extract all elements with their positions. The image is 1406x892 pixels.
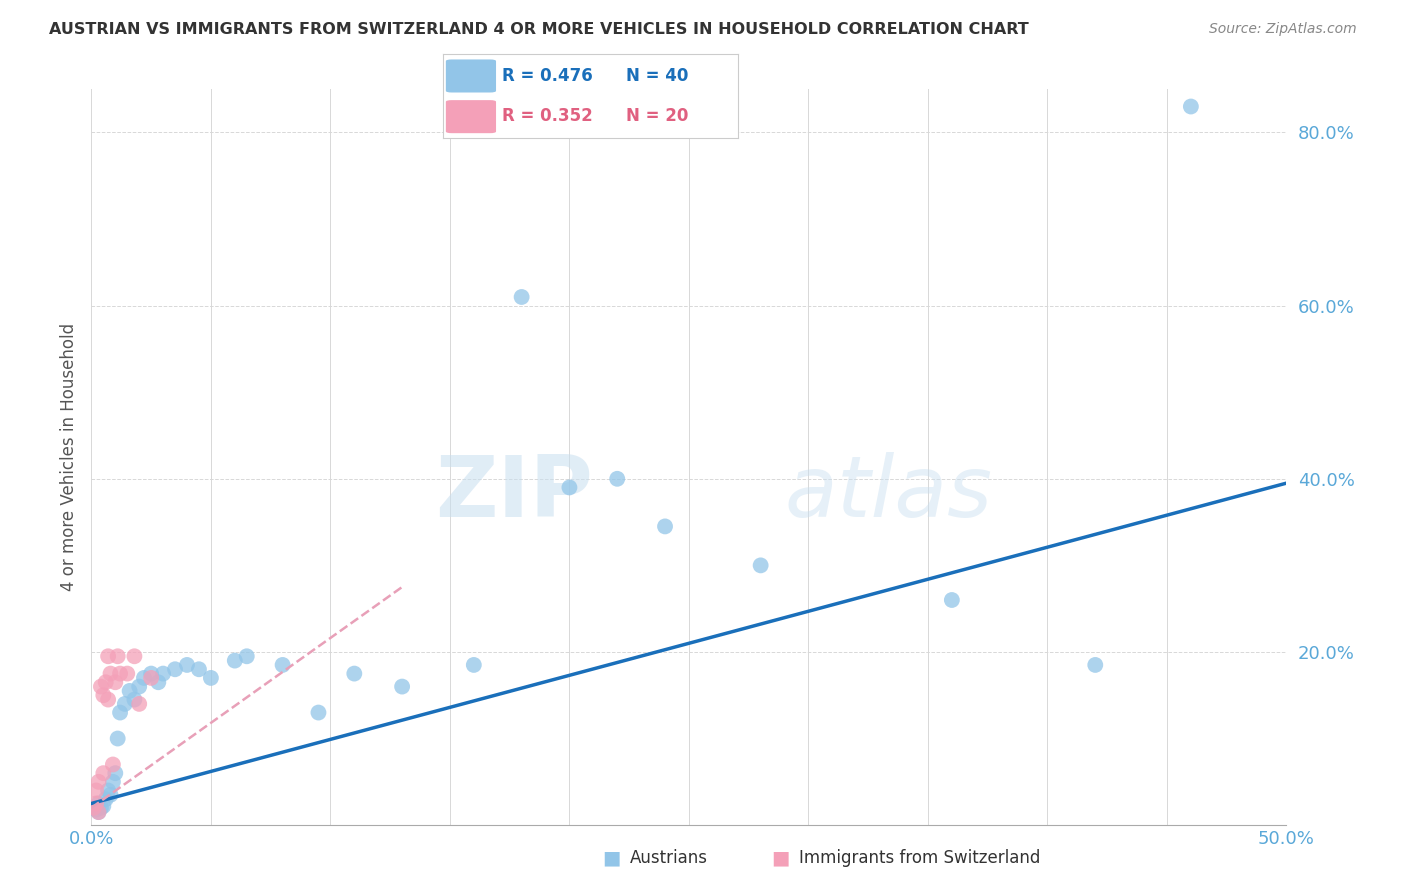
FancyBboxPatch shape: [446, 60, 496, 93]
Point: [87, 805, 110, 819]
Point: [97, 649, 120, 664]
Point: [104, 766, 127, 780]
Point: [749, 558, 772, 573]
Point: [93, 799, 114, 814]
Point: [118, 684, 141, 698]
Point: [93, 766, 114, 780]
Point: [235, 649, 259, 664]
Point: [101, 757, 124, 772]
Text: N = 20: N = 20: [626, 107, 689, 125]
Point: [93, 688, 114, 702]
Point: [132, 671, 155, 685]
Point: [124, 649, 146, 664]
Point: [83, 801, 105, 815]
Point: [108, 706, 131, 720]
Point: [1084, 657, 1107, 672]
Text: ■: ■: [602, 848, 621, 867]
Text: R = 0.352: R = 0.352: [502, 107, 593, 125]
Text: Source: ZipAtlas.com: Source: ZipAtlas.com: [1209, 22, 1357, 37]
Point: [176, 657, 198, 672]
Point: [84, 797, 107, 811]
Point: [510, 290, 533, 304]
Point: [124, 692, 146, 706]
Text: ZIP: ZIP: [436, 452, 593, 535]
Point: [463, 657, 485, 672]
Point: [114, 697, 136, 711]
Point: [148, 675, 170, 690]
Point: [90, 801, 112, 815]
Text: R = 0.476: R = 0.476: [502, 67, 593, 85]
Text: Immigrants from Switzerland: Immigrants from Switzerland: [799, 849, 1040, 867]
Point: [654, 519, 676, 533]
FancyBboxPatch shape: [446, 100, 496, 133]
Point: [97, 783, 120, 797]
Point: [108, 666, 131, 681]
Point: [97, 692, 120, 706]
Point: [200, 671, 222, 685]
Point: [307, 706, 329, 720]
Point: [100, 666, 122, 681]
Point: [163, 662, 186, 676]
Point: [187, 662, 211, 676]
Point: [101, 774, 124, 789]
Text: AUSTRIAN VS IMMIGRANTS FROM SWITZERLAND 4 OR MORE VEHICLES IN HOUSEHOLD CORRELAT: AUSTRIAN VS IMMIGRANTS FROM SWITZERLAND …: [49, 22, 1029, 37]
Point: [224, 654, 246, 668]
Point: [941, 593, 963, 607]
Point: [104, 675, 127, 690]
Point: [1180, 99, 1202, 113]
Point: [141, 666, 162, 681]
Point: [115, 666, 138, 681]
Point: [94, 675, 117, 690]
Point: [141, 671, 162, 685]
Point: [128, 697, 150, 711]
Text: ■: ■: [770, 848, 790, 867]
Point: [343, 666, 366, 681]
Point: [558, 480, 581, 494]
Point: [107, 649, 129, 664]
Text: Austrians: Austrians: [630, 849, 707, 867]
Text: atlas: atlas: [785, 452, 993, 535]
Point: [83, 801, 105, 815]
Point: [100, 788, 122, 802]
Point: [606, 472, 628, 486]
Point: [84, 783, 107, 797]
Point: [84, 803, 107, 817]
Point: [87, 774, 110, 789]
Point: [391, 680, 413, 694]
Point: [271, 657, 294, 672]
Point: [152, 666, 174, 681]
Point: [94, 792, 117, 806]
Point: [128, 680, 150, 694]
Text: N = 40: N = 40: [626, 67, 689, 85]
Point: [87, 797, 110, 811]
Point: [107, 731, 129, 746]
Y-axis label: 4 or more Vehicles in Household: 4 or more Vehicles in Household: [59, 323, 77, 591]
Point: [87, 805, 110, 819]
Point: [90, 680, 112, 694]
